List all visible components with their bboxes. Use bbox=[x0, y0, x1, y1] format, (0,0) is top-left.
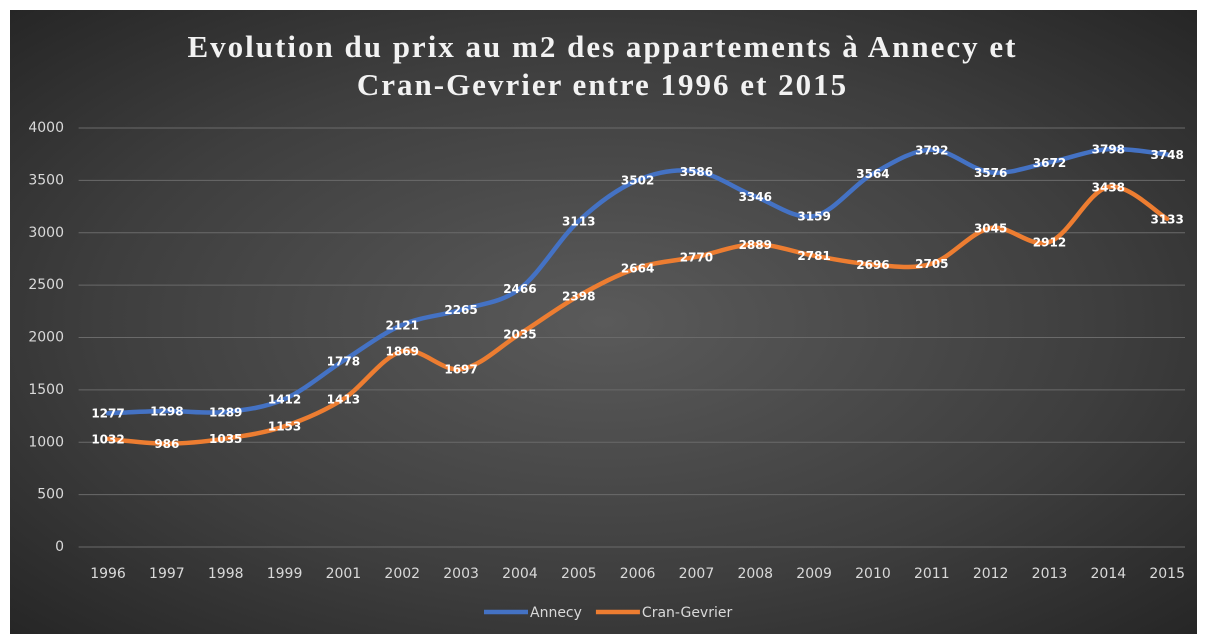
x-tick-label: 2005 bbox=[561, 566, 597, 582]
x-tick-label: 1997 bbox=[149, 566, 185, 582]
chart-title: Evolution du prix au m2 des appartements… bbox=[187, 29, 1018, 102]
data-label: 3346 bbox=[739, 190, 772, 204]
x-tick-label: 2014 bbox=[1091, 566, 1127, 582]
x-tick-label: 2004 bbox=[502, 566, 538, 582]
data-label: 3159 bbox=[797, 210, 830, 224]
data-label: 2781 bbox=[797, 249, 830, 263]
data-label: 2265 bbox=[444, 303, 477, 317]
data-label: 3438 bbox=[1092, 180, 1125, 194]
y-tick-label: 4000 bbox=[28, 120, 64, 136]
legend-label: Annecy bbox=[530, 605, 582, 621]
data-label: 3798 bbox=[1092, 143, 1125, 157]
data-label: 3672 bbox=[1033, 156, 1066, 170]
data-label: 2696 bbox=[856, 258, 889, 272]
x-tick-label: 2013 bbox=[1032, 566, 1068, 582]
x-tick-label: 2011 bbox=[914, 566, 950, 582]
data-label: 2705 bbox=[915, 257, 948, 271]
chart-background bbox=[10, 10, 1197, 634]
y-tick-label: 2500 bbox=[28, 277, 64, 293]
series-line bbox=[105, 146, 1170, 416]
data-label: 2398 bbox=[562, 289, 595, 303]
data-label: 1412 bbox=[268, 393, 301, 407]
x-tick-label: 2010 bbox=[855, 566, 891, 582]
x-tick-label: 1996 bbox=[90, 566, 126, 582]
data-label: 1298 bbox=[150, 405, 183, 419]
x-tick-label: 2003 bbox=[443, 566, 479, 582]
y-tick-label: 2000 bbox=[28, 330, 64, 346]
data-label: 2035 bbox=[503, 327, 536, 341]
data-label: 2770 bbox=[680, 250, 713, 264]
y-tick-label: 3000 bbox=[28, 225, 64, 241]
data-label: 2889 bbox=[739, 238, 772, 252]
y-tick-label: 500 bbox=[37, 487, 64, 503]
x-tick-label: 2009 bbox=[796, 566, 832, 582]
y-tick-label: 3500 bbox=[28, 172, 64, 188]
x-tick-label: 2007 bbox=[679, 566, 715, 582]
data-label: 2121 bbox=[386, 318, 419, 332]
series-line bbox=[105, 184, 1170, 446]
data-label: 986 bbox=[154, 437, 179, 451]
data-label: 2664 bbox=[621, 261, 654, 275]
x-tick-label: 1998 bbox=[208, 566, 244, 582]
data-label: 1778 bbox=[327, 354, 360, 368]
data-label: 1869 bbox=[386, 345, 419, 359]
x-tick-label: 2008 bbox=[737, 566, 773, 582]
data-label: 3792 bbox=[915, 143, 948, 157]
data-label: 1153 bbox=[268, 420, 301, 434]
data-label: 1697 bbox=[444, 363, 477, 377]
x-tick-label: 1999 bbox=[267, 566, 303, 582]
x-tick-label: 2006 bbox=[620, 566, 656, 582]
data-label: 3564 bbox=[856, 167, 889, 181]
data-label: 3576 bbox=[974, 166, 1007, 180]
y-tick-label: 1500 bbox=[28, 382, 64, 398]
x-tick-label: 2012 bbox=[973, 566, 1009, 582]
data-label: 3045 bbox=[974, 222, 1007, 236]
data-label: 1035 bbox=[209, 432, 242, 446]
data-label: 1277 bbox=[91, 407, 124, 421]
y-tick-label: 1000 bbox=[28, 434, 64, 450]
data-label: 3748 bbox=[1150, 148, 1183, 162]
data-label: 1289 bbox=[209, 405, 242, 419]
data-label: 1032 bbox=[91, 432, 124, 446]
legend-label: Cran-Gevrier bbox=[642, 605, 733, 621]
x-tick-label: 2001 bbox=[326, 566, 362, 582]
x-tick-label: 2015 bbox=[1149, 566, 1185, 582]
data-label: 2466 bbox=[503, 282, 536, 296]
data-label: 3113 bbox=[562, 214, 595, 228]
x-tick-label: 2002 bbox=[384, 566, 420, 582]
y-tick-label: 0 bbox=[55, 539, 64, 555]
data-label: 3133 bbox=[1150, 212, 1183, 226]
data-label: 3586 bbox=[680, 165, 713, 179]
data-label: 3502 bbox=[621, 174, 654, 188]
data-label: 1413 bbox=[327, 392, 360, 406]
data-label: 2912 bbox=[1033, 235, 1066, 249]
